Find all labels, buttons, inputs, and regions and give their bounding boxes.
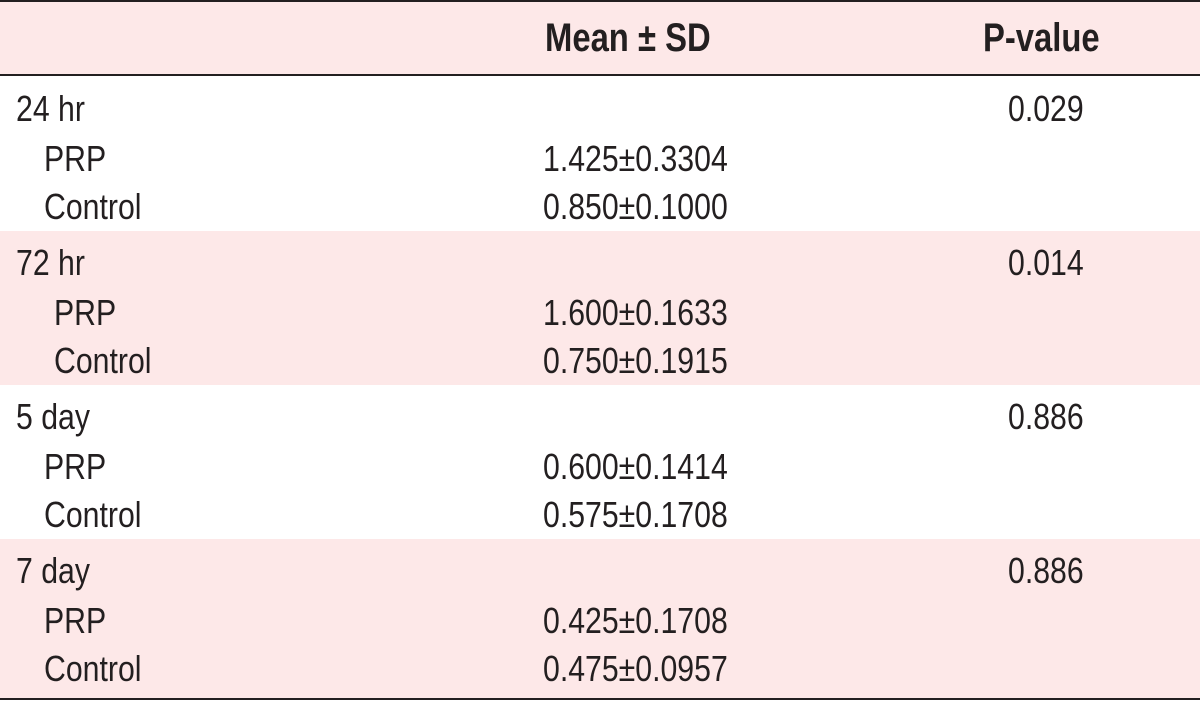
p-value: 0.886 [1008,396,1084,437]
mean-sd-prp: 1.425±0.3304 [543,138,728,179]
bottom-rule [0,698,1200,700]
group-24hr: 24 hr 0.029 PRP 1.425±0.3304 Control 0.8… [0,77,1200,231]
group-72hr: 72 hr 0.014 PRP 1.600±0.1633 Control 0.7… [0,231,1200,385]
p-value: 0.029 [1008,88,1084,129]
row-label-prp: PRP [44,600,107,641]
mean-sd-prp: 1.600±0.1633 [543,292,728,333]
p-value: 0.014 [1008,242,1084,283]
row-label-control: Control [54,340,152,381]
group-7day: 7 day 0.886 PRP 0.425±0.1708 Control 0.4… [0,539,1200,699]
row-label-prp: PRP [44,138,107,179]
header-mean-sd: Mean ± SD [545,16,711,60]
table-header: Mean ± SD P-value [0,0,1200,76]
header-p-value: P-value [983,16,1100,60]
time-label: 24 hr [16,88,85,129]
mean-sd-control: 0.475±0.0957 [543,648,728,689]
time-label: 72 hr [16,242,85,283]
row-label-control: Control [44,186,142,227]
mean-sd-prp: 0.600±0.1414 [543,446,728,487]
p-value: 0.886 [1008,550,1084,591]
row-label-control: Control [44,648,142,689]
time-label: 7 day [16,550,90,591]
mean-sd-control: 0.850±0.1000 [543,186,728,227]
mean-sd-control: 0.750±0.1915 [543,340,728,381]
mean-sd-control: 0.575±0.1708 [543,494,728,535]
row-label-prp: PRP [54,292,117,333]
group-5day: 5 day 0.886 PRP 0.600±0.1414 Control 0.5… [0,385,1200,539]
row-label-control: Control [44,494,142,535]
time-label: 5 day [16,396,90,437]
mean-sd-prp: 0.425±0.1708 [543,600,728,641]
row-label-prp: PRP [44,446,107,487]
